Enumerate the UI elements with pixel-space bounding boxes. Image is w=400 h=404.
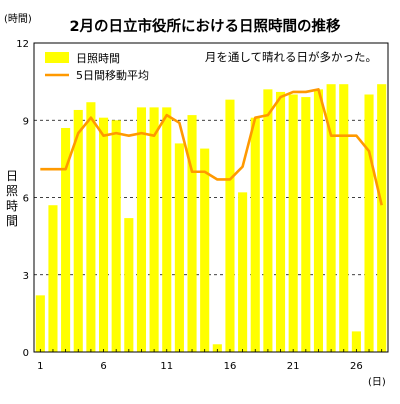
bar [276,92,285,352]
x-unit-label: (日) [368,377,386,388]
bar [187,115,196,352]
bar [200,149,209,352]
bar [339,84,348,352]
bar [137,107,146,352]
legend: 日照時間 5日間移動平均 [45,52,149,82]
y-tick-label: 3 [23,271,29,282]
bar [48,205,57,352]
y-axis-label-char: 日 [6,169,18,183]
bar [377,84,386,352]
x-tick-label: 6 [100,361,106,372]
y-tick-label: 0 [23,348,29,359]
legend-label-bar: 日照時間 [76,52,120,65]
bar [364,95,373,353]
bar [36,295,45,352]
y-axis-label-char: 間 [6,214,18,228]
bar [124,218,133,352]
y-tick-label: 9 [23,116,29,127]
bar [352,331,361,352]
x-tick-label: 1 [37,361,43,372]
bar [263,89,272,352]
y-unit-label: (時間) [4,13,32,25]
bar [112,120,121,352]
bar [225,100,234,352]
y-tick-labels: 0 3 6 9 12 [16,39,29,359]
bar [86,102,95,352]
bar [314,89,323,352]
x-tick-label: 16 [224,361,237,372]
chart-title: 2月の日立市役所における日照時間の推移 [69,17,341,35]
bar [99,118,108,352]
x-tick-label: 21 [287,361,300,372]
y-axis-label-char: 時 [6,199,18,213]
legend-label-line: 5日間移動平均 [76,68,149,82]
x-tick-label: 11 [160,361,173,372]
chart-annotation: 月を通して晴れる日が多かった。 [205,50,377,64]
x-tick-label: 26 [350,361,363,372]
bars [36,84,386,352]
bar [150,107,159,352]
y-tick-label: 12 [16,39,29,50]
y-tick-label: 6 [23,194,29,205]
bar [289,95,298,353]
bar [162,107,171,352]
y-axis-label: 日照時間 [6,169,18,228]
bar [175,143,184,352]
bar [301,97,310,352]
legend-swatch-bar [45,52,69,63]
bar [74,110,83,352]
y-axis-label-char: 照 [6,184,18,198]
bar [251,118,260,352]
bar [238,192,247,352]
